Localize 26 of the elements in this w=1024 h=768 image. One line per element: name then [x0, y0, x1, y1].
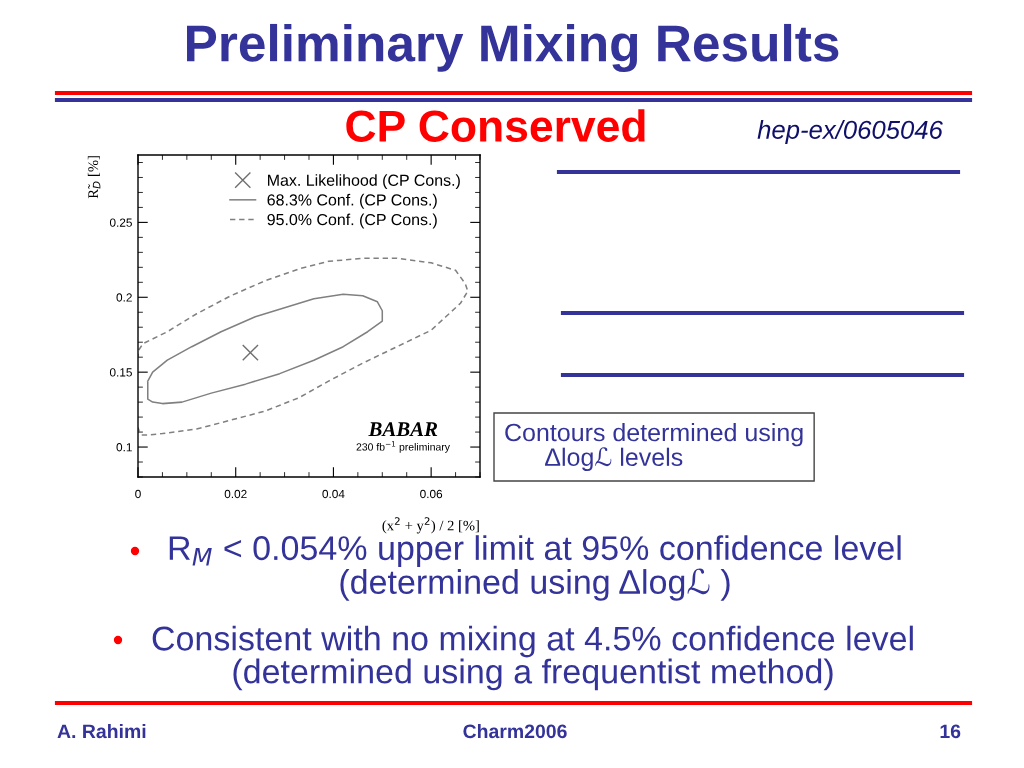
- legend-label: Max. Likelihood (CP Cons.): [268, 174, 460, 190]
- text: Charm2006: [463, 723, 567, 739]
- line-series: [138, 257, 469, 436]
- line-series: [147, 293, 384, 405]
- text: A. Rahimi: [57, 723, 146, 739]
- text: Contours determined using Δlogℒ levels: [505, 423, 803, 471]
- chart-subtitle: CP Conserved: [346, 109, 645, 142]
- chart-title: Preliminary Mixing Results: [187, 23, 839, 73]
- x-axis-title: (x$^{2}$ + y$^{2}$) / 2 [%]: [382, 517, 479, 534]
- y-tick-label: 0.15: [109, 368, 132, 377]
- text: Consistent with no mixing at 4.5% confidence level (determined using a frequentist method): [152, 625, 913, 691]
- y-tick-label: 0.1: [116, 443, 132, 452]
- x-tick-label: 0.04: [322, 489, 345, 499]
- x-tick-label: 0.02: [224, 489, 247, 499]
- legend-label: 95.0% Conf. (CP Cons.): [267, 213, 437, 229]
- annotation: BABAR: [368, 422, 438, 437]
- legend-label: 68.3% Conf. (CP Cons.): [267, 193, 437, 209]
- y-tick-label: 0.25: [109, 218, 132, 227]
- text: 16: [940, 724, 961, 739]
- y-tick-label: 0.2: [116, 293, 132, 302]
- x-tick-label: 0.06: [420, 489, 443, 499]
- text: R$_{M}$ < 0.054% upper limit at 95% confidence level (determined using Δlogℒ ): [169, 535, 901, 601]
- annotation: 230 fb$^{−1}$ preliminary: [356, 441, 450, 453]
- y-axis-title: R̃$_{D}$ [%]: [87, 156, 101, 199]
- text: hep-ex/0605046: [757, 120, 943, 144]
- x-tick-label: 0: [135, 489, 141, 499]
